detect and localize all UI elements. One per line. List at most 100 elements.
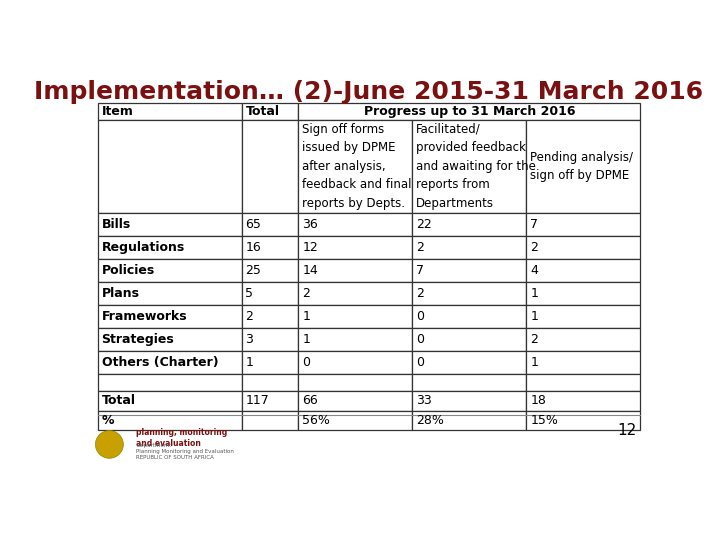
Text: Facilitated/
provided feedback
and awaiting for the
reports from
Departments: Facilitated/ provided feedback and await…: [416, 123, 536, 210]
Text: 3: 3: [246, 333, 253, 346]
Text: 0: 0: [416, 310, 424, 323]
Bar: [413, 374, 526, 392]
Text: 117: 117: [246, 394, 269, 407]
Text: 5: 5: [246, 287, 253, 300]
Bar: [98, 351, 241, 374]
Text: 0: 0: [302, 356, 310, 369]
Bar: [98, 410, 241, 430]
Text: Plans: Plans: [102, 287, 140, 300]
Text: Implementation… (2)-June 2015-31 March 2016: Implementation… (2)-June 2015-31 March 2…: [35, 80, 703, 104]
Bar: [241, 282, 299, 305]
Text: 2: 2: [302, 287, 310, 300]
Bar: [413, 410, 526, 430]
Bar: [526, 392, 640, 410]
Bar: [526, 305, 640, 328]
Text: Department:
Planning Monitoring and Evaluation
REPUBLIC OF SOUTH AFRICA: Department: Planning Monitoring and Eval…: [137, 443, 235, 460]
Text: 1: 1: [530, 356, 538, 369]
Bar: [241, 213, 299, 236]
Bar: [299, 328, 413, 351]
Text: 65: 65: [246, 218, 261, 231]
Text: 22: 22: [416, 218, 432, 231]
Bar: [413, 328, 526, 351]
Bar: [526, 213, 640, 236]
Bar: [413, 392, 526, 410]
Text: Pending analysis/
sign off by DPME: Pending analysis/ sign off by DPME: [530, 151, 633, 182]
Text: Progress up to 31 March 2016: Progress up to 31 March 2016: [364, 105, 575, 118]
Bar: [299, 213, 413, 236]
Text: 18: 18: [530, 394, 546, 407]
Text: planning, monitoring
and evaluation: planning, monitoring and evaluation: [137, 428, 228, 448]
Text: 2: 2: [416, 287, 424, 300]
Text: 2: 2: [530, 241, 538, 254]
Text: %: %: [102, 414, 114, 427]
Bar: [241, 103, 299, 120]
Text: 33: 33: [416, 394, 432, 407]
Bar: [526, 351, 640, 374]
Text: Item: Item: [102, 105, 133, 118]
Text: Sign off forms
issued by DPME
after analysis,
feedback and final
reports by Dept: Sign off forms issued by DPME after anal…: [302, 123, 412, 210]
Text: Total: Total: [246, 105, 279, 118]
Text: 2: 2: [530, 333, 538, 346]
Bar: [413, 305, 526, 328]
Bar: [98, 103, 241, 120]
Bar: [299, 410, 413, 430]
Text: Frameworks: Frameworks: [102, 310, 187, 323]
Bar: [241, 328, 299, 351]
Text: Regulations: Regulations: [102, 241, 185, 254]
Bar: [526, 236, 640, 259]
Bar: [299, 374, 413, 392]
Bar: [299, 103, 640, 120]
Text: 2: 2: [246, 310, 253, 323]
Text: Policies: Policies: [102, 264, 155, 277]
Text: Strategies: Strategies: [102, 333, 174, 346]
Text: 4: 4: [530, 264, 538, 277]
Bar: [98, 120, 241, 213]
Bar: [299, 259, 413, 282]
Text: 1: 1: [530, 310, 538, 323]
Bar: [241, 120, 299, 213]
Text: 56%: 56%: [302, 414, 330, 427]
Bar: [413, 120, 526, 213]
Bar: [98, 374, 241, 392]
Bar: [526, 410, 640, 430]
Circle shape: [96, 430, 123, 458]
Bar: [98, 392, 241, 410]
Text: 12: 12: [302, 241, 318, 254]
Bar: [413, 236, 526, 259]
Text: 25: 25: [246, 264, 261, 277]
Bar: [241, 259, 299, 282]
Bar: [413, 351, 526, 374]
Bar: [241, 351, 299, 374]
Text: 1: 1: [302, 310, 310, 323]
Text: 16: 16: [246, 241, 261, 254]
Bar: [299, 392, 413, 410]
Bar: [241, 236, 299, 259]
Bar: [526, 282, 640, 305]
Text: 7: 7: [416, 264, 424, 277]
Bar: [299, 305, 413, 328]
Bar: [299, 236, 413, 259]
Bar: [526, 259, 640, 282]
Bar: [98, 328, 241, 351]
Text: 28%: 28%: [416, 414, 444, 427]
Text: 1: 1: [530, 287, 538, 300]
Text: Bills: Bills: [102, 218, 131, 231]
Bar: [526, 120, 640, 213]
Text: 15%: 15%: [530, 414, 558, 427]
Text: Others (Charter): Others (Charter): [102, 356, 218, 369]
Bar: [299, 120, 413, 213]
Bar: [526, 328, 640, 351]
Text: 66: 66: [302, 394, 318, 407]
Text: 12: 12: [617, 423, 636, 438]
Bar: [241, 374, 299, 392]
Bar: [413, 282, 526, 305]
Bar: [526, 374, 640, 392]
Bar: [98, 305, 241, 328]
Bar: [241, 392, 299, 410]
Bar: [98, 213, 241, 236]
Bar: [299, 282, 413, 305]
Bar: [98, 236, 241, 259]
Bar: [98, 259, 241, 282]
Text: 2: 2: [416, 241, 424, 254]
Text: 0: 0: [416, 356, 424, 369]
